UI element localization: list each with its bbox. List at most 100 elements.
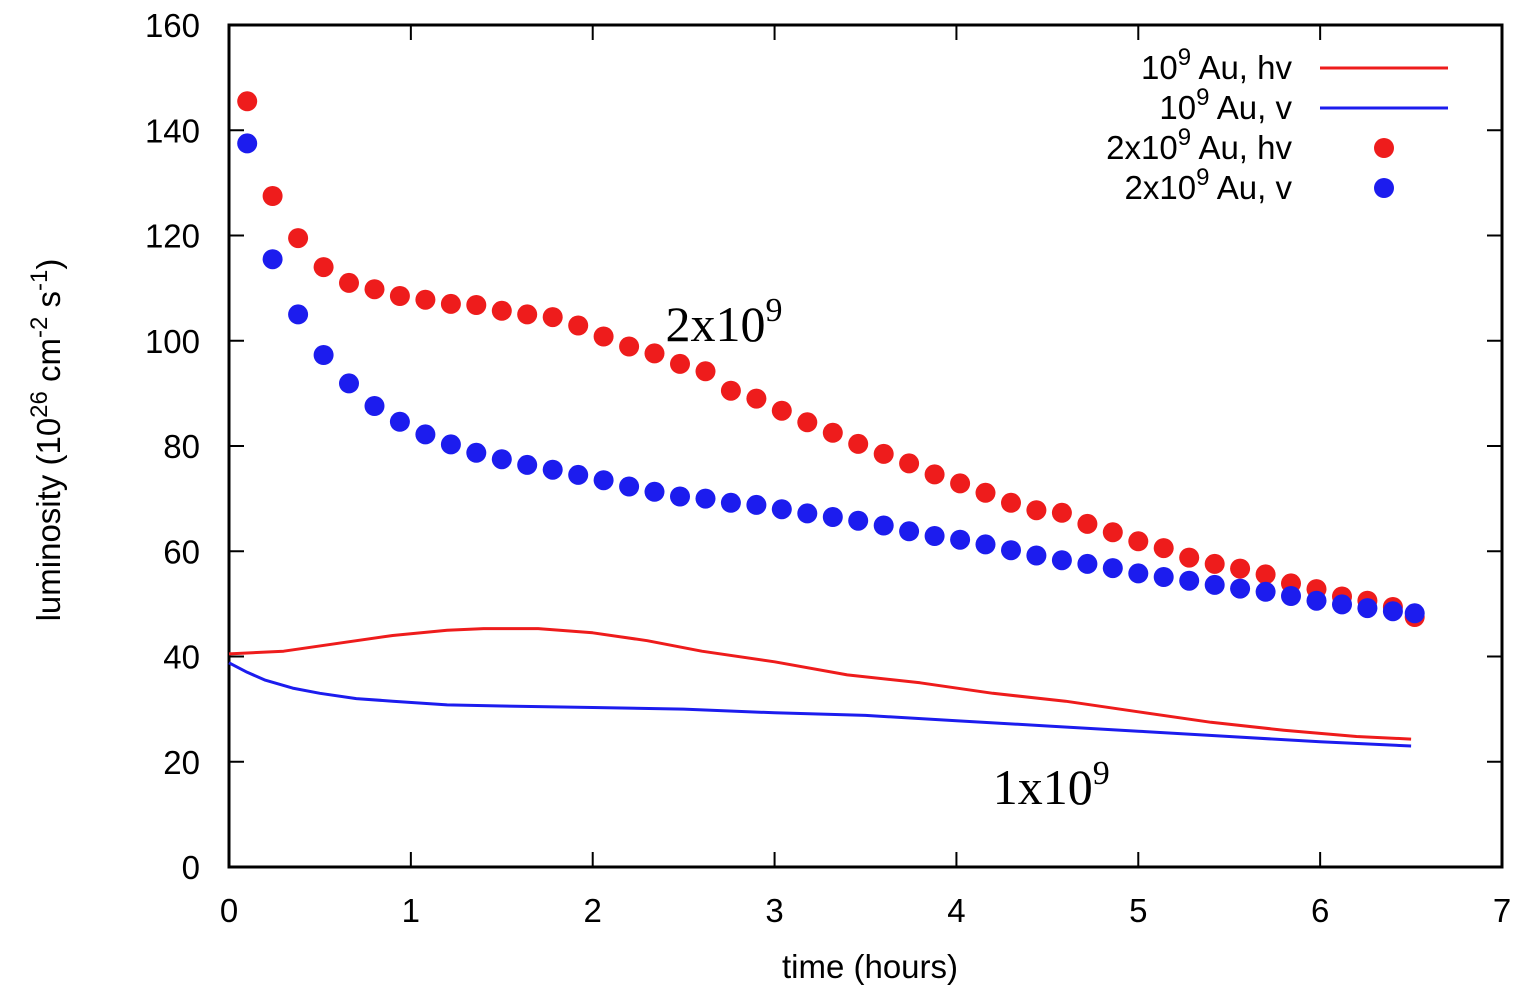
data-point [517, 454, 538, 475]
x-tick-label: 7 [1493, 892, 1511, 929]
data-point [720, 492, 741, 513]
data-point [491, 449, 512, 470]
x-tick-label: 2 [584, 892, 602, 929]
data-point [848, 433, 869, 454]
data-point [1001, 540, 1021, 561]
data-point [466, 442, 487, 463]
legend-label-rest: Au, v [1209, 169, 1292, 206]
x-tick-label: 3 [765, 892, 783, 929]
data-point [746, 388, 767, 409]
data-point [1102, 522, 1123, 543]
axes: 0 1 2 3 4 5 6 7 0 20 40 60 80 100 120 140 160 [145, 7, 1511, 929]
data-point [364, 279, 385, 300]
data-point [415, 289, 436, 310]
annotation-label-0: 2x109 [665, 292, 782, 352]
legend-label-1: 109 Au, v [1159, 84, 1292, 126]
legend-label-base: 10 [1159, 89, 1196, 126]
y-axis-label-cm: cm [30, 338, 67, 391]
data-point [1382, 601, 1403, 622]
data-point [313, 257, 334, 278]
data-point [797, 412, 818, 433]
data-point [1026, 500, 1047, 521]
y-tick-label: 160 [145, 7, 200, 44]
data-point [542, 307, 563, 328]
legend-label-sup: 9 [1196, 164, 1209, 191]
data-point [1230, 558, 1251, 579]
data-point [746, 494, 767, 515]
data-point [924, 526, 945, 546]
data-point [695, 488, 716, 509]
x-tick-label: 0 [220, 892, 238, 929]
data-point [1026, 545, 1047, 566]
data-point [1357, 598, 1378, 619]
data-point [237, 91, 258, 112]
legend-label-base: 2x10 [1106, 129, 1178, 166]
data-point [1179, 547, 1200, 568]
data-point [364, 396, 385, 416]
data-point [262, 186, 283, 206]
y-tick-label: 0 [182, 849, 200, 886]
data-point [899, 453, 920, 474]
data-point [1153, 538, 1174, 559]
y-axis-label: luminosity (1026 cm-2 s-1) [26, 259, 67, 622]
data-point [1204, 553, 1225, 574]
data-point [1153, 567, 1174, 587]
legend-label-0: 109 Au, hv [1141, 44, 1292, 86]
data-point [771, 400, 792, 421]
annotation-base: 2x10 [665, 296, 765, 352]
data-point [1102, 558, 1123, 579]
x-tick-label: 6 [1311, 892, 1329, 929]
data-point [619, 476, 640, 497]
data-point [313, 345, 334, 365]
data-point [568, 464, 589, 485]
data-point [771, 499, 792, 520]
data-point [873, 515, 894, 536]
data-point [822, 507, 843, 527]
legend-label-2: 2x109 Au, hv [1106, 124, 1292, 166]
legend-swatch-point-3 [1374, 178, 1394, 198]
data-point [695, 361, 716, 382]
series-points-2 [237, 91, 1425, 627]
data-point [593, 326, 614, 347]
data-point [542, 459, 563, 480]
x-tick-label: 4 [947, 892, 965, 929]
data-point [797, 503, 818, 524]
y-tick-label: 120 [145, 218, 200, 255]
y-axis-label-sup-3: -1 [26, 270, 53, 291]
y-axis-label-prefix: luminosity (10 [30, 418, 67, 622]
data-point [466, 295, 487, 315]
annotation-sup: 9 [1093, 755, 1110, 792]
data-point [237, 133, 258, 154]
data-point [720, 380, 741, 401]
series-line-1 [228, 661, 1412, 748]
data-point [568, 315, 589, 336]
legend-label-3: 2x109 Au, v [1125, 164, 1293, 206]
legend-label-rest: Au, hv [1191, 49, 1292, 86]
data-point [1204, 574, 1225, 595]
annotation-label-1: 1x109 [993, 755, 1110, 815]
data-point [619, 336, 640, 357]
y-tick-label: 140 [145, 112, 200, 149]
data-point [339, 272, 359, 293]
data-point [644, 481, 665, 502]
data-point [1306, 590, 1327, 611]
data-point [415, 424, 436, 445]
y-axis-label-sup-2: -2 [26, 317, 53, 338]
data-point [389, 411, 410, 432]
data-point [1255, 581, 1276, 602]
x-axis-label: time (hours) [782, 948, 958, 985]
y-tick-label: 20 [163, 744, 200, 781]
data-point [670, 486, 690, 507]
data-point [288, 228, 309, 249]
data-point [1281, 586, 1301, 606]
data-point [1230, 578, 1251, 599]
legend-label-base: 10 [1141, 49, 1178, 86]
data-point [975, 482, 996, 503]
series-line-0 [228, 627, 1412, 741]
y-axis-label-s: s [30, 291, 67, 317]
data-point [491, 300, 512, 321]
data-point [1128, 563, 1149, 584]
x-tick-label: 1 [402, 892, 420, 929]
data-point [1179, 570, 1200, 591]
